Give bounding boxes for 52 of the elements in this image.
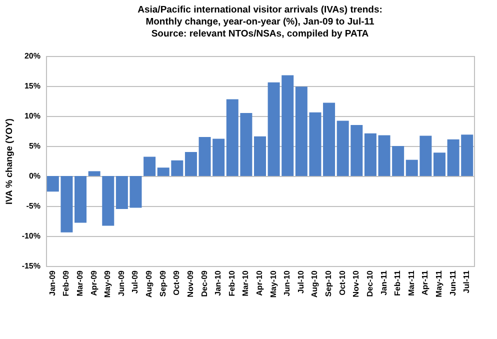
text: Monthly change, year-on-year (%), Jan-09 to Jul-11 xyxy=(146,16,374,28)
x-tick-label: Jan-09 xyxy=(48,270,57,296)
x-tick-label: Nov-09 xyxy=(186,270,195,298)
x-tick-label: Apr-11 xyxy=(420,270,430,296)
x-tick-label: Jun-11 xyxy=(448,270,458,296)
x-tick-label: Jun-09 xyxy=(116,270,126,296)
x-tick-label: Jul-11 xyxy=(462,270,472,294)
x-tick-label: Sep-10 xyxy=(324,270,334,297)
y-tick-label: 20% xyxy=(24,52,40,60)
bar xyxy=(184,152,197,176)
y-tick-label: 10% xyxy=(24,112,40,120)
x-tick-label: Feb-11 xyxy=(393,270,402,296)
text: Asia/Pacific international visitor arrivals (IVAs) trends: xyxy=(138,4,382,16)
x-tick-label: Nov-10 xyxy=(352,270,361,298)
x-tick-label: Dec-10 xyxy=(365,270,374,297)
x-tick-label: Feb-10 xyxy=(227,270,236,296)
y-tick-label: 15% xyxy=(24,82,40,90)
bar xyxy=(102,176,114,226)
x-tick-label: Dec-09 xyxy=(200,270,209,297)
x-tick-label: May-09 xyxy=(103,270,112,298)
x-tick-label: Jan-10 xyxy=(214,270,223,296)
x-tick-label: Feb-09 xyxy=(62,270,71,296)
x-tick-label: Mar-09 xyxy=(76,270,85,296)
x-tick-label: Mar-10 xyxy=(241,270,250,296)
x-tick-label: May-11 xyxy=(434,270,444,298)
x-tick-label: Jul-10 xyxy=(296,270,306,294)
x-tick-label: Aug-09 xyxy=(144,270,154,298)
y-tick-label: -15% xyxy=(22,262,40,270)
y-tick-label: 0% xyxy=(28,172,40,180)
x-tick-label: May-10 xyxy=(268,270,278,298)
x-tick-label: Sep-09 xyxy=(158,270,168,297)
x-tick-label: Apr-09 xyxy=(89,270,98,296)
bar xyxy=(323,102,336,176)
y-tick-label: -10% xyxy=(22,232,40,240)
y-tick-label: 5% xyxy=(28,142,40,150)
y-tick-label: -5% xyxy=(26,202,40,210)
x-tick-label: Jan-11 xyxy=(379,270,388,296)
y-axis-title: IVA % change (YOY) xyxy=(4,118,14,205)
bar xyxy=(88,171,100,176)
bar xyxy=(144,156,156,176)
x-tick-label: Oct-10 xyxy=(338,270,347,296)
x-tick-label: Jul-09 xyxy=(130,270,140,294)
bar xyxy=(74,176,87,223)
bar xyxy=(254,136,266,176)
x-tick-label: Mar-11 xyxy=(406,270,416,296)
bar xyxy=(433,152,446,176)
x-tick-label: Jun-10 xyxy=(282,270,292,296)
x-tick-label: Oct-09 xyxy=(172,270,182,296)
x-tick-label: Aug-10 xyxy=(310,270,320,298)
text: Source: relevant NTOs/NSAs, compiled by PATA xyxy=(151,28,369,40)
x-tick-label: Apr-10 xyxy=(255,270,264,296)
bar xyxy=(364,133,376,176)
